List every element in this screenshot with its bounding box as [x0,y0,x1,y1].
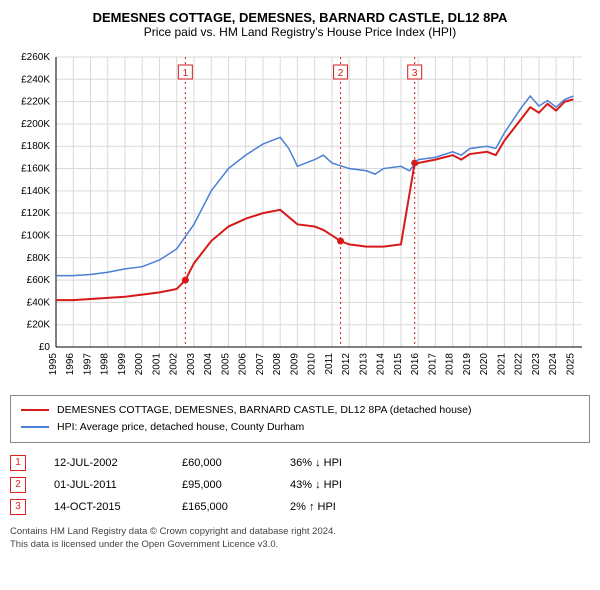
svg-text:2002: 2002 [169,353,180,376]
svg-text:2013: 2013 [358,353,369,376]
svg-text:£140K: £140K [21,186,50,197]
event-date: 14-OCT-2015 [54,501,154,513]
svg-text:2011: 2011 [324,353,335,375]
event-marker: 2 [10,477,26,493]
svg-text:2003: 2003 [186,353,197,376]
svg-text:2023: 2023 [531,353,542,376]
event-row: 3 14-OCT-2015 £165,000 2% ↑ HPI [10,499,590,515]
svg-text:2016: 2016 [410,353,421,376]
event-price: £95,000 [182,479,262,491]
svg-text:2012: 2012 [341,353,352,376]
svg-text:2: 2 [338,68,344,79]
svg-text:2006: 2006 [238,353,249,376]
legend-label-hpi: HPI: Average price, detached house, Coun… [57,419,304,436]
svg-text:£180K: £180K [21,141,50,152]
svg-text:2010: 2010 [307,353,318,376]
footer-line-2: This data is licensed under the Open Gov… [10,538,590,551]
svg-text:2024: 2024 [548,353,559,376]
event-diff: 36% ↓ HPI [290,457,390,469]
svg-text:1995: 1995 [48,353,59,376]
svg-text:2014: 2014 [376,353,387,376]
legend-row-hpi: HPI: Average price, detached house, Coun… [21,419,579,436]
svg-text:2005: 2005 [220,353,231,376]
legend-swatch-hpi [21,426,49,428]
svg-text:2015: 2015 [393,353,404,376]
svg-text:2020: 2020 [479,353,490,376]
chart-subtitle: Price paid vs. HM Land Registry's House … [10,25,590,39]
svg-text:£80K: £80K [27,253,51,264]
svg-text:2007: 2007 [255,353,266,376]
svg-text:2017: 2017 [427,353,438,376]
svg-text:1996: 1996 [65,353,76,376]
svg-text:£160K: £160K [21,164,50,175]
legend-row-property: DEMESNES COTTAGE, DEMESNES, BARNARD CAST… [21,402,579,419]
event-row: 2 01-JUL-2011 £95,000 43% ↓ HPI [10,477,590,493]
legend-label-property: DEMESNES COTTAGE, DEMESNES, BARNARD CAST… [57,402,472,419]
event-marker: 3 [10,499,26,515]
event-row: 1 12-JUL-2002 £60,000 36% ↓ HPI [10,455,590,471]
svg-text:2018: 2018 [445,353,456,376]
svg-text:£200K: £200K [21,119,50,130]
event-date: 12-JUL-2002 [54,457,154,469]
events-table: 1 12-JUL-2002 £60,000 36% ↓ HPI 2 01-JUL-2011… [10,455,590,515]
svg-text:2019: 2019 [462,353,473,376]
svg-text:£100K: £100K [21,230,50,241]
event-marker: 1 [10,455,26,471]
svg-text:2008: 2008 [272,353,283,376]
svg-text:1999: 1999 [117,353,128,376]
event-price: £60,000 [182,457,262,469]
event-price: £165,000 [182,501,262,513]
svg-text:3: 3 [412,68,418,79]
svg-text:£240K: £240K [21,74,50,85]
footer: Contains HM Land Registry data © Crown c… [10,525,590,552]
svg-text:2009: 2009 [289,353,300,376]
svg-text:2021: 2021 [496,353,507,376]
svg-text:2004: 2004 [203,353,214,376]
svg-text:£260K: £260K [21,52,50,63]
svg-text:2000: 2000 [134,353,145,376]
price-chart: £0 £20K £40K £60K £80K £100K £120K £140K £160K £1… [10,47,590,387]
svg-text:2025: 2025 [565,353,576,376]
chart-container: £0 £20K £40K £60K £80K £100K £120K £140K £160K £1… [10,47,590,387]
svg-text:1997: 1997 [82,353,93,376]
svg-text:£20K: £20K [27,320,51,331]
svg-text:1: 1 [183,68,189,79]
svg-text:£0: £0 [39,342,51,353]
legend: DEMESNES COTTAGE, DEMESNES, BARNARD CAST… [10,395,590,443]
svg-text:£220K: £220K [21,97,50,108]
svg-text:2001: 2001 [151,353,162,376]
svg-text:£120K: £120K [21,208,50,219]
footer-line-1: Contains HM Land Registry data © Crown c… [10,525,590,538]
svg-text:£60K: £60K [27,275,51,286]
event-diff: 43% ↓ HPI [290,479,390,491]
svg-text:1998: 1998 [100,353,111,376]
svg-text:2022: 2022 [514,353,525,376]
svg-text:£40K: £40K [27,297,51,308]
chart-title: DEMESNES COTTAGE, DEMESNES, BARNARD CAST… [10,10,590,25]
event-date: 01-JUL-2011 [54,479,154,491]
event-diff: 2% ↑ HPI [290,501,390,513]
legend-swatch-property [21,409,49,411]
